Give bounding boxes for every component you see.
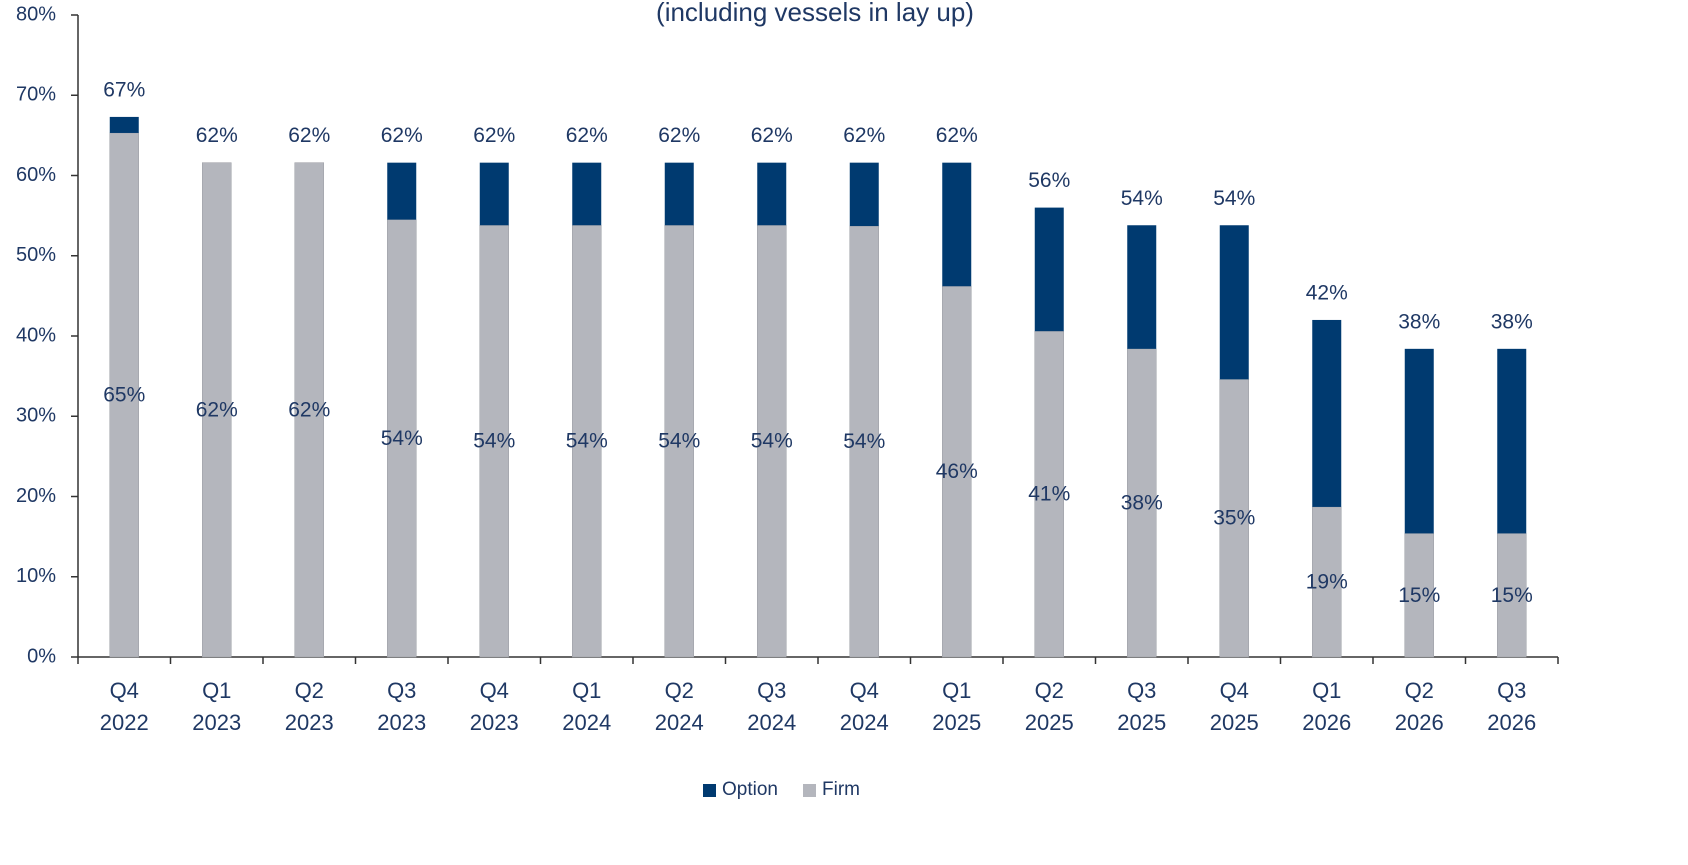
data-label: 54%: [566, 430, 608, 453]
data-label: 62%: [288, 398, 330, 421]
x-tick-label: Q1 2023: [192, 678, 242, 735]
bar-segment: [942, 162, 972, 287]
y-tick-label: 70%: [16, 84, 56, 106]
bar-segment: [572, 162, 602, 226]
data-label: 15%: [1491, 584, 1533, 607]
bar-segment: [1127, 348, 1157, 658]
bar-segment: [294, 162, 324, 658]
x-tick-label: Q2 2023: [284, 678, 334, 735]
y-tick-label: 30%: [16, 405, 56, 427]
total-label: 54%: [1121, 187, 1163, 210]
legend-swatch: [803, 783, 816, 797]
total-label: 38%: [1491, 310, 1533, 333]
total-label: 62%: [566, 124, 608, 147]
bar-segment: [849, 225, 879, 658]
y-tick-label: 40%: [16, 324, 56, 346]
bar-segment: [479, 162, 509, 226]
total-label: 62%: [751, 124, 793, 147]
bar-segment: [1219, 225, 1249, 380]
data-label: 54%: [658, 430, 700, 453]
x-tick-label: Q1 2024: [562, 678, 612, 735]
y-tick-label: 50%: [16, 244, 56, 266]
data-label: 54%: [473, 430, 515, 453]
total-label: 62%: [936, 124, 978, 147]
total-label: 62%: [473, 124, 515, 147]
data-label: 35%: [1213, 507, 1255, 530]
bar-segment: [1034, 330, 1064, 658]
bar-segment: [849, 162, 879, 227]
y-tick-label: 20%: [16, 485, 56, 507]
total-label: 56%: [1028, 169, 1070, 192]
data-label: 38%: [1121, 491, 1163, 514]
x-tick-label: Q2 2024: [654, 678, 704, 735]
x-tick-label: Q4 2022: [99, 678, 149, 735]
x-tick-label: Q3 2024: [747, 678, 797, 735]
bar-segment: [572, 225, 602, 658]
bar-segment: [387, 162, 417, 220]
total-label: 62%: [288, 124, 330, 147]
x-tick-label: Q3 2026: [1487, 678, 1537, 735]
x-tick-label: Q1 2026: [1302, 678, 1352, 735]
total-label: 62%: [843, 124, 885, 147]
total-label: 62%: [196, 124, 238, 147]
bar-segment: [1219, 379, 1249, 658]
x-tick-label: Q4 2024: [839, 678, 889, 735]
x-tick-label: Q3 2023: [377, 678, 427, 735]
data-label: 19%: [1306, 571, 1348, 594]
bar-segment: [1497, 533, 1527, 658]
bar-segment: [1312, 319, 1342, 507]
x-tick-label: Q1 2025: [932, 678, 982, 735]
bar-segment: [1312, 506, 1342, 658]
data-label: 62%: [196, 398, 238, 421]
legend-swatch: [703, 783, 716, 797]
x-tick-label: Q4 2025: [1209, 678, 1259, 735]
bar-segment: [1034, 207, 1064, 332]
data-label: 41%: [1028, 483, 1070, 506]
legend-item: Firm: [803, 779, 860, 801]
bar-segment: [1127, 225, 1157, 349]
legend-label: Option: [722, 779, 778, 800]
total-label: 42%: [1306, 281, 1348, 304]
x-tick-label: Q3 2025: [1117, 678, 1167, 735]
total-label: 62%: [658, 124, 700, 147]
bar-segment: [1404, 533, 1434, 658]
x-tick-label: Q2 2026: [1394, 678, 1444, 735]
y-tick-label: 10%: [16, 565, 56, 587]
chart-title: (including vessels in lay up): [656, 0, 974, 27]
bar-segment: [757, 225, 787, 658]
data-label: 65%: [103, 384, 145, 407]
bar-segment: [109, 116, 139, 133]
data-label: 15%: [1398, 584, 1440, 607]
bar-segment: [664, 225, 694, 658]
data-label: 54%: [843, 430, 885, 453]
total-label: 67%: [103, 78, 145, 101]
bar-segment: [202, 162, 232, 658]
bar-segment: [109, 132, 139, 658]
legend-item: Option: [703, 779, 778, 801]
x-tick-label: Q2 2025: [1024, 678, 1074, 735]
data-label: 54%: [751, 430, 793, 453]
x-tick-label: Q4 2023: [469, 678, 519, 735]
bar-segment: [1404, 348, 1434, 534]
bar-segment: [479, 225, 509, 658]
y-tick-label: 0%: [27, 645, 56, 667]
bar-segment: [1497, 348, 1527, 534]
total-label: 38%: [1398, 310, 1440, 333]
legend-label: Firm: [822, 779, 860, 800]
bar-segment: [757, 162, 787, 226]
y-tick-label: 60%: [16, 164, 56, 186]
data-label: 54%: [381, 427, 423, 450]
total-label: 54%: [1213, 187, 1255, 210]
data-label: 46%: [936, 460, 978, 483]
bar-segment: [664, 162, 694, 226]
total-label: 62%: [381, 124, 423, 147]
y-tick-label: 80%: [16, 3, 56, 25]
